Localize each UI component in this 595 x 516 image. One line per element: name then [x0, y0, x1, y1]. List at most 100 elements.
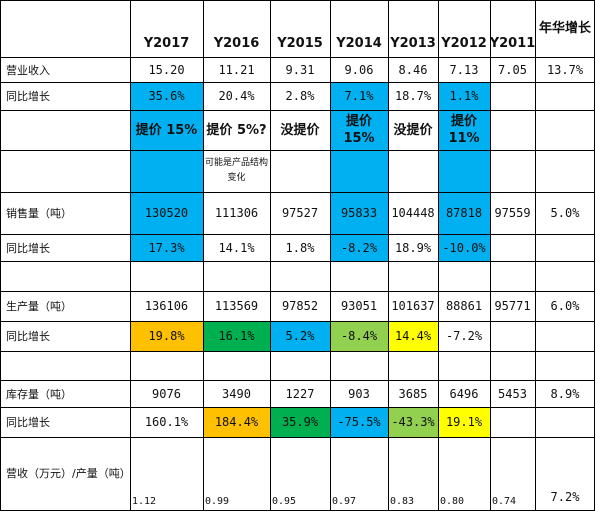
data-cell[interactable]: 101637 — [391, 299, 435, 313]
data-cell[interactable]: 903 — [348, 386, 370, 401]
data-cell[interactable]: 97852 — [281, 299, 319, 313]
data-cell[interactable]: 0.80 — [440, 496, 465, 507]
data-cell[interactable]: 提价 11% — [438, 110, 490, 150]
data-cell[interactable] — [490, 82, 535, 110]
data-cell[interactable]: 7.2% — [550, 490, 580, 504]
column-header[interactable]: Y2011 — [490, 36, 535, 51]
data-cell[interactable]: 提价 15% — [130, 110, 203, 150]
column-header[interactable]: 年华增长 — [538, 20, 591, 36]
data-cell[interactable] — [490, 351, 535, 380]
data-cell[interactable]: 14.1% — [218, 240, 255, 255]
data-cell[interactable]: 1.1% — [438, 82, 490, 110]
data-cell[interactable] — [490, 261, 535, 291]
data-cell[interactable]: 8.46 — [398, 62, 428, 77]
row-label[interactable]: 同比增长 — [6, 90, 50, 103]
data-cell[interactable]: 95833 — [330, 192, 388, 234]
data-cell[interactable]: 160.1% — [144, 415, 189, 429]
data-cell[interactable]: 35.9% — [270, 407, 330, 437]
data-cell[interactable]: 184.4% — [203, 407, 270, 437]
data-cell[interactable]: 6496 — [449, 386, 479, 401]
data-cell[interactable]: 9.06 — [344, 62, 374, 77]
data-cell[interactable]: 5.2% — [270, 321, 330, 351]
row-label[interactable]: 同比增长 — [6, 241, 50, 255]
data-cell[interactable]: 15.20 — [148, 62, 185, 77]
data-cell[interactable] — [130, 150, 203, 192]
data-cell[interactable]: 2.8% — [285, 89, 315, 103]
data-cell[interactable]: -75.5% — [330, 407, 388, 437]
data-cell[interactable]: 提价 5%? — [206, 122, 267, 138]
data-cell[interactable]: 9076 — [152, 386, 181, 401]
column-header[interactable]: Y2015 — [277, 36, 323, 51]
row-label[interactable] — [0, 150, 130, 192]
data-cell[interactable]: 3685 — [398, 386, 428, 401]
data-cell[interactable]: 0.99 — [205, 496, 230, 507]
data-cell[interactable] — [535, 82, 595, 110]
data-cell[interactable] — [535, 321, 595, 351]
data-cell[interactable]: 没提价 — [393, 122, 433, 138]
data-cell[interactable]: 130520 — [130, 192, 203, 234]
data-cell[interactable]: -7.2% — [445, 329, 483, 343]
data-cell[interactable]: 3490 — [222, 386, 251, 401]
data-cell[interactable]: 19.1% — [438, 407, 490, 437]
data-cell[interactable]: 111306 — [214, 206, 259, 220]
data-cell[interactable] — [535, 351, 595, 380]
data-cell[interactable] — [490, 234, 535, 261]
data-cell[interactable]: 18.9% — [394, 240, 432, 255]
data-cell[interactable]: 5453 — [498, 386, 527, 401]
data-cell[interactable] — [490, 110, 535, 150]
data-cell[interactable]: 35.6% — [130, 82, 203, 110]
column-header[interactable]: Y2016 — [213, 36, 260, 51]
data-cell[interactable] — [535, 234, 595, 261]
data-cell[interactable] — [330, 351, 388, 380]
data-cell[interactable]: 1.8% — [285, 240, 315, 255]
row-label[interactable]: 同比增长 — [6, 330, 50, 343]
row-label[interactable]: 同比增长 — [6, 416, 50, 429]
data-cell[interactable] — [535, 261, 595, 291]
data-cell[interactable] — [438, 261, 490, 291]
data-cell[interactable]: 可能是产品结构变化 — [204, 158, 268, 183]
data-cell[interactable]: 104448 — [391, 206, 435, 220]
data-cell[interactable] — [270, 150, 330, 192]
data-cell[interactable]: 18.7% — [394, 89, 432, 103]
column-header[interactable]: Y2014 — [336, 36, 382, 51]
data-cell[interactable]: 7.13 — [449, 62, 479, 77]
data-cell[interactable] — [438, 351, 490, 380]
data-cell[interactable]: 1227 — [285, 386, 315, 401]
data-cell[interactable] — [203, 351, 270, 380]
data-cell[interactable]: 7.05 — [498, 62, 527, 77]
data-cell[interactable]: 97559 — [494, 206, 531, 220]
data-cell[interactable] — [535, 150, 595, 192]
data-cell[interactable] — [490, 407, 535, 437]
data-cell[interactable]: -43.3% — [388, 407, 438, 437]
column-header[interactable]: Y2013 — [390, 36, 436, 51]
data-cell[interactable]: 0.83 — [390, 496, 415, 507]
data-cell[interactable]: 20.4% — [218, 89, 255, 103]
row-label[interactable] — [0, 351, 130, 380]
column-header[interactable]: Y2012 — [441, 36, 487, 51]
data-cell[interactable]: 16.1% — [203, 321, 270, 351]
row-label[interactable]: 营收（万元）/产量（吨） — [6, 466, 130, 480]
data-cell[interactable] — [490, 321, 535, 351]
data-cell[interactable]: 93051 — [340, 299, 378, 313]
data-cell[interactable]: -8.4% — [330, 321, 388, 351]
data-cell[interactable]: 11.21 — [218, 62, 255, 77]
data-cell[interactable] — [130, 261, 203, 291]
data-cell[interactable]: 8.9% — [550, 386, 580, 401]
data-cell[interactable]: 87818 — [438, 192, 490, 234]
data-cell[interactable]: 14.4% — [388, 321, 438, 351]
data-cell[interactable]: 136106 — [144, 299, 189, 313]
row-label[interactable]: 生产量（吨） — [6, 300, 72, 313]
data-cell[interactable] — [535, 110, 595, 150]
data-cell[interactable] — [535, 407, 595, 437]
data-cell[interactable] — [330, 261, 388, 291]
data-cell[interactable]: 17.3% — [130, 234, 203, 261]
data-cell[interactable] — [388, 261, 438, 291]
data-cell[interactable] — [270, 351, 330, 380]
row-label[interactable]: 销售量（吨） — [6, 207, 72, 220]
data-cell[interactable]: 0.97 — [332, 496, 357, 507]
data-cell[interactable]: -8.2% — [330, 234, 388, 261]
corner-cell[interactable] — [0, 0, 130, 57]
data-cell[interactable]: 没提价 — [280, 122, 320, 138]
data-cell[interactable]: 提价 15% — [330, 110, 388, 150]
data-cell[interactable]: 19.8% — [130, 321, 203, 351]
